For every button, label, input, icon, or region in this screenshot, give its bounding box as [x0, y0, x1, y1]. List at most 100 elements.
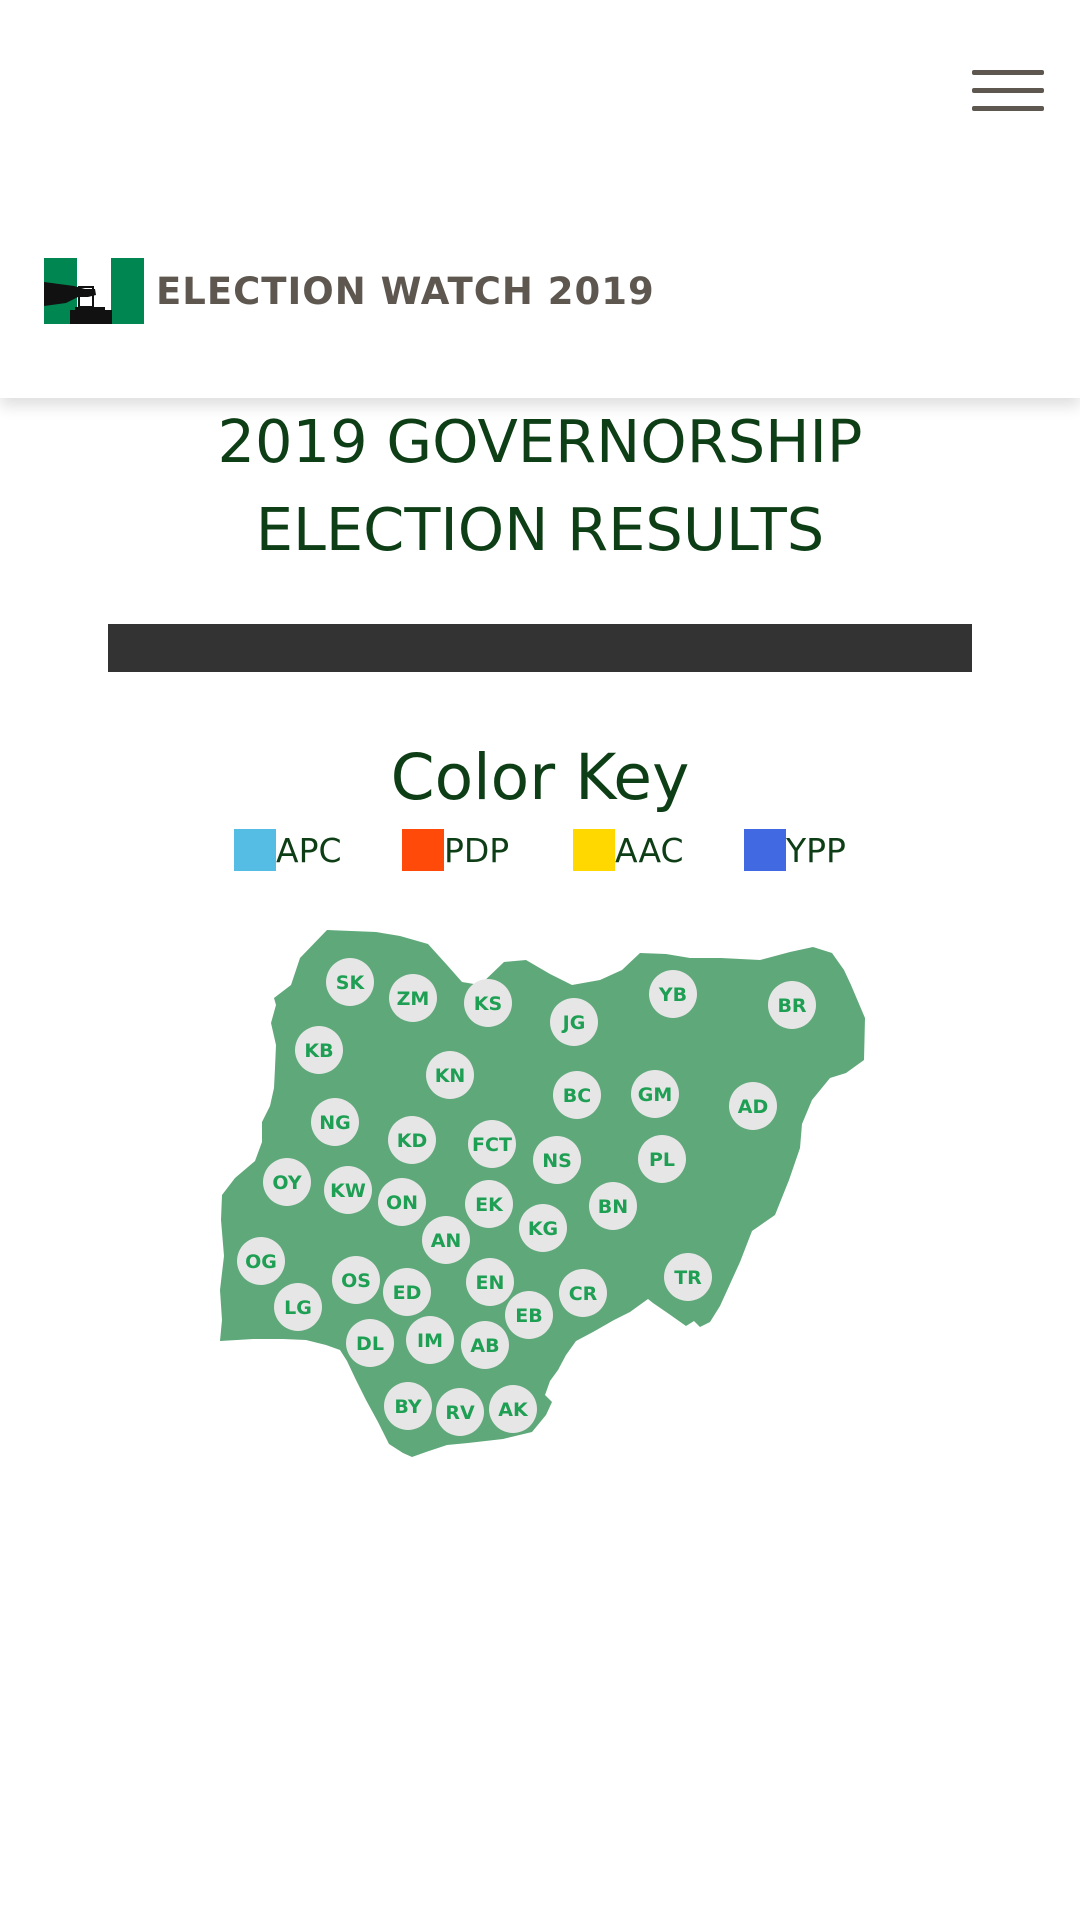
state-marker-jg[interactable]: JG: [550, 998, 598, 1046]
state-label: ON: [386, 1192, 418, 1214]
legend-item-ypp: YPP: [744, 829, 846, 871]
state-marker-lg[interactable]: LG: [274, 1283, 322, 1331]
state-marker-kw[interactable]: KW: [324, 1166, 372, 1214]
state-marker-eb[interactable]: EB: [505, 1291, 553, 1339]
menu-bar-line: [972, 70, 1044, 75]
state-marker-os[interactable]: OS: [332, 1256, 380, 1304]
state-marker-an[interactable]: AN: [422, 1216, 470, 1264]
state-marker-circle: [388, 1116, 436, 1164]
state-marker-circle: [426, 1051, 474, 1099]
page-title: 2019 GOVERNORSHIP ELECTION RESULTS: [0, 398, 1080, 574]
state-marker-circle: [406, 1316, 454, 1364]
state-marker-circle: [589, 1182, 637, 1230]
state-marker-circle: [468, 1120, 516, 1168]
state-marker-circle: [383, 1268, 431, 1316]
menu-bar-line: [972, 106, 1044, 111]
state-marker-kb[interactable]: KB: [295, 1026, 343, 1074]
state-label: KG: [528, 1218, 558, 1240]
state-marker-kg[interactable]: KG: [519, 1204, 567, 1252]
state-marker-ek[interactable]: EK: [465, 1180, 513, 1228]
state-label: KD: [397, 1130, 428, 1152]
state-marker-dl[interactable]: DL: [346, 1319, 394, 1367]
state-marker-bc[interactable]: BC: [553, 1071, 601, 1119]
state-label: DL: [356, 1333, 384, 1355]
legend-swatch: [402, 829, 444, 871]
state-marker-ad[interactable]: AD: [729, 1082, 777, 1130]
state-marker-bn[interactable]: BN: [589, 1182, 637, 1230]
state-marker-circle: [461, 1321, 509, 1369]
state-marker-fct[interactable]: FCT: [468, 1120, 516, 1168]
state-label: NG: [319, 1112, 351, 1134]
state-marker-yb[interactable]: YB: [649, 970, 697, 1018]
state-marker-circle: [346, 1319, 394, 1367]
state-marker-circle: [311, 1098, 359, 1146]
state-marker-cr[interactable]: CR: [559, 1269, 607, 1317]
state-label: BY: [394, 1396, 421, 1418]
state-marker-og[interactable]: OG: [237, 1237, 285, 1285]
state-marker-circle: [389, 974, 437, 1022]
state-label: KB: [304, 1040, 333, 1062]
ballot-box-shape: [70, 310, 112, 324]
state-marker-ng[interactable]: NG: [311, 1098, 359, 1146]
state-label: PL: [649, 1149, 675, 1171]
state-label: EK: [475, 1194, 504, 1216]
color-key-legend: APC PDP AAC YPP: [0, 829, 1080, 871]
state-marker-circle: [237, 1237, 285, 1285]
legend-swatch: [744, 829, 786, 871]
ballot-slot-shape: [75, 307, 105, 311]
hamburger-menu-icon[interactable]: [968, 66, 1046, 118]
state-marker-zm[interactable]: ZM: [389, 974, 437, 1022]
brand-link[interactable]: ELECTION WATCH 2019: [44, 258, 655, 324]
state-marker-circle: [533, 1136, 581, 1184]
legend-item-pdp: PDP: [402, 829, 509, 871]
menu-bar-line: [972, 88, 1044, 93]
state-marker-rv[interactable]: RV: [436, 1388, 484, 1436]
state-marker-circle: [638, 1135, 686, 1183]
page-title-line: 2019 GOVERNORSHIP: [217, 407, 863, 476]
state-label: RV: [445, 1402, 475, 1424]
state-marker-circle: [384, 1382, 432, 1430]
state-label: ZM: [397, 988, 430, 1010]
legend-label: AAC: [615, 830, 684, 870]
state-marker-circle: [326, 958, 374, 1006]
state-marker-gm[interactable]: GM: [631, 1070, 679, 1118]
state-marker-ns[interactable]: NS: [533, 1136, 581, 1184]
state-marker-ak[interactable]: AK: [489, 1385, 537, 1433]
color-key-heading: Color Key: [390, 741, 690, 814]
state-label: BR: [777, 995, 806, 1017]
state-marker-by[interactable]: BY: [384, 1382, 432, 1430]
state-marker-circle: [436, 1388, 484, 1436]
state-marker-ed[interactable]: ED: [383, 1268, 431, 1316]
state-marker-im[interactable]: IM: [406, 1316, 454, 1364]
state-marker-ab[interactable]: AB: [461, 1321, 509, 1369]
legend-swatch: [234, 829, 276, 871]
state-marker-circle: [768, 981, 816, 1029]
state-marker-circle: [466, 1258, 514, 1306]
state-label: ED: [393, 1282, 422, 1304]
state-marker-circle: [263, 1158, 311, 1206]
state-marker-circle: [324, 1166, 372, 1214]
state-marker-en[interactable]: EN: [466, 1258, 514, 1306]
state-marker-tr[interactable]: TR: [664, 1253, 712, 1301]
state-marker-br[interactable]: BR: [768, 981, 816, 1029]
state-marker-circle: [664, 1253, 712, 1301]
state-marker-pl[interactable]: PL: [638, 1135, 686, 1183]
state-marker-circle: [553, 1071, 601, 1119]
state-marker-circle: [465, 1180, 513, 1228]
state-marker-circle: [332, 1256, 380, 1304]
state-marker-on[interactable]: ON: [378, 1178, 426, 1226]
state-label: YB: [658, 984, 687, 1006]
state-marker-ks[interactable]: KS: [464, 979, 512, 1027]
state-label: KN: [435, 1065, 466, 1087]
state-marker-oy[interactable]: OY: [263, 1158, 311, 1206]
hand-shape: [44, 282, 96, 306]
state-marker-kd[interactable]: KD: [388, 1116, 436, 1164]
state-label: AK: [498, 1399, 529, 1421]
state-marker-sk[interactable]: SK: [326, 958, 374, 1006]
state-label: IM: [417, 1330, 443, 1352]
state-label: KW: [330, 1180, 366, 1202]
legend-item-aac: AAC: [573, 829, 684, 871]
state-marker-circle: [649, 970, 697, 1018]
state-marker-kn[interactable]: KN: [426, 1051, 474, 1099]
